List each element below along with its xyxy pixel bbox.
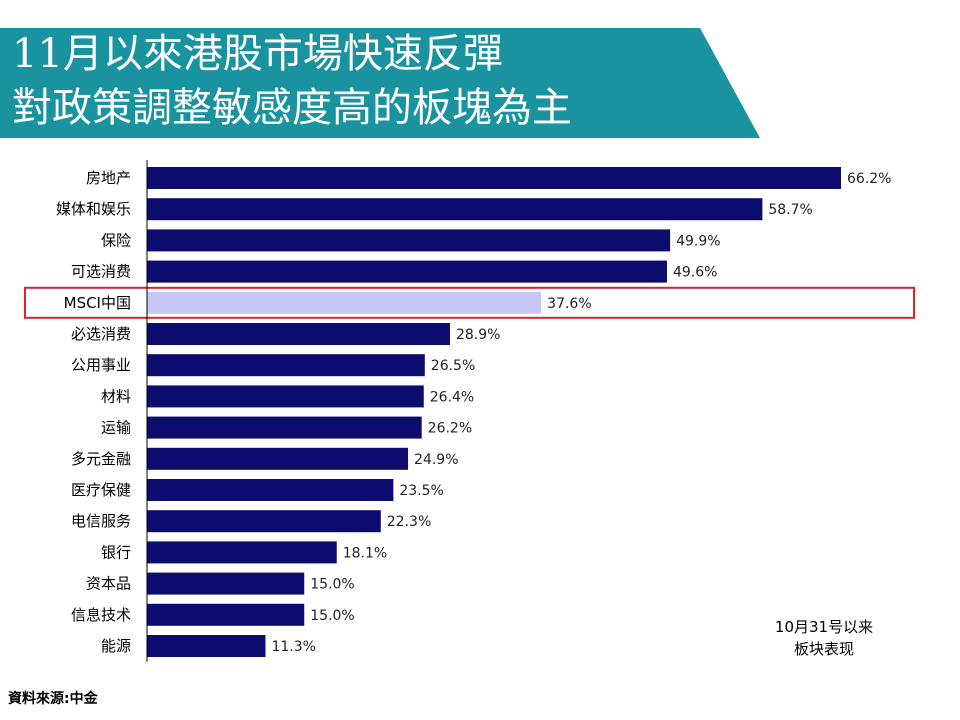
bar-10	[147, 479, 394, 501]
chart-legend-note: 10月31号以来 板块表现	[756, 616, 892, 660]
title-banner	[0, 28, 760, 138]
value-label-7: 26.4%	[430, 389, 474, 405]
slide-title-line-2: 對政策調整敏感度高的板塊為主	[12, 85, 572, 131]
bar-9	[147, 447, 409, 470]
value-label-8: 26.2%	[428, 421, 472, 437]
category-label-10: 医疗保健	[71, 481, 131, 499]
category-label-15: 能源	[101, 637, 131, 655]
value-label-4: 37.6%	[547, 296, 591, 312]
bar-0	[147, 167, 841, 189]
category-label-7: 材料	[101, 387, 131, 405]
bar-15	[147, 635, 266, 657]
category-label-8: 运输	[101, 419, 131, 437]
bar-11	[147, 510, 381, 533]
value-label-12: 18.1%	[343, 545, 387, 561]
value-label-5: 28.9%	[456, 327, 500, 343]
bar-13	[147, 572, 305, 595]
category-label-5: 必选消费	[71, 325, 131, 343]
value-label-13: 15.0%	[310, 577, 354, 593]
legend-line-2: 板块表现	[793, 640, 854, 658]
category-label-4: MSCI中国	[64, 294, 131, 312]
legend-line-1: 10月31号以来	[774, 618, 874, 636]
slide-title-line-1: 11月以來港股市場快速反彈	[12, 31, 503, 77]
value-label-6: 26.5%	[431, 358, 475, 374]
bar-5	[147, 323, 450, 345]
source-note: 資料來源:中金	[8, 691, 98, 707]
bar-3	[147, 260, 667, 283]
category-label-11: 电信服务	[71, 512, 131, 530]
value-label-1: 58.7%	[768, 202, 812, 218]
value-label-14: 15.0%	[310, 608, 354, 624]
category-label-13: 资本品	[86, 575, 131, 593]
bar-8	[147, 416, 422, 439]
category-label-9: 多元金融	[71, 450, 131, 468]
bar-4	[147, 291, 542, 314]
bar-12	[147, 541, 337, 564]
value-label-10: 23.5%	[399, 483, 443, 499]
category-label-14: 信息技术	[71, 606, 131, 624]
bar-2	[147, 229, 671, 252]
bar-1	[147, 198, 763, 221]
value-label-3: 49.6%	[673, 265, 717, 281]
bar-14	[147, 603, 305, 626]
highlight-box	[24, 286, 915, 319]
category-label-0: 房地产	[86, 169, 131, 187]
value-label-9: 24.9%	[414, 452, 458, 468]
category-label-3: 可选消费	[71, 263, 131, 281]
bar-6	[147, 354, 425, 377]
value-label-11: 22.3%	[387, 514, 431, 530]
category-label-2: 保险	[101, 231, 131, 249]
category-label-1: 媒体和娱乐	[56, 200, 131, 218]
value-label-0: 66.2%	[847, 171, 891, 187]
bar-7	[147, 385, 424, 408]
value-label-2: 49.9%	[676, 233, 720, 249]
category-label-6: 公用事业	[71, 356, 131, 374]
category-label-12: 银行	[101, 543, 131, 561]
value-label-15: 11.3%	[271, 639, 315, 655]
